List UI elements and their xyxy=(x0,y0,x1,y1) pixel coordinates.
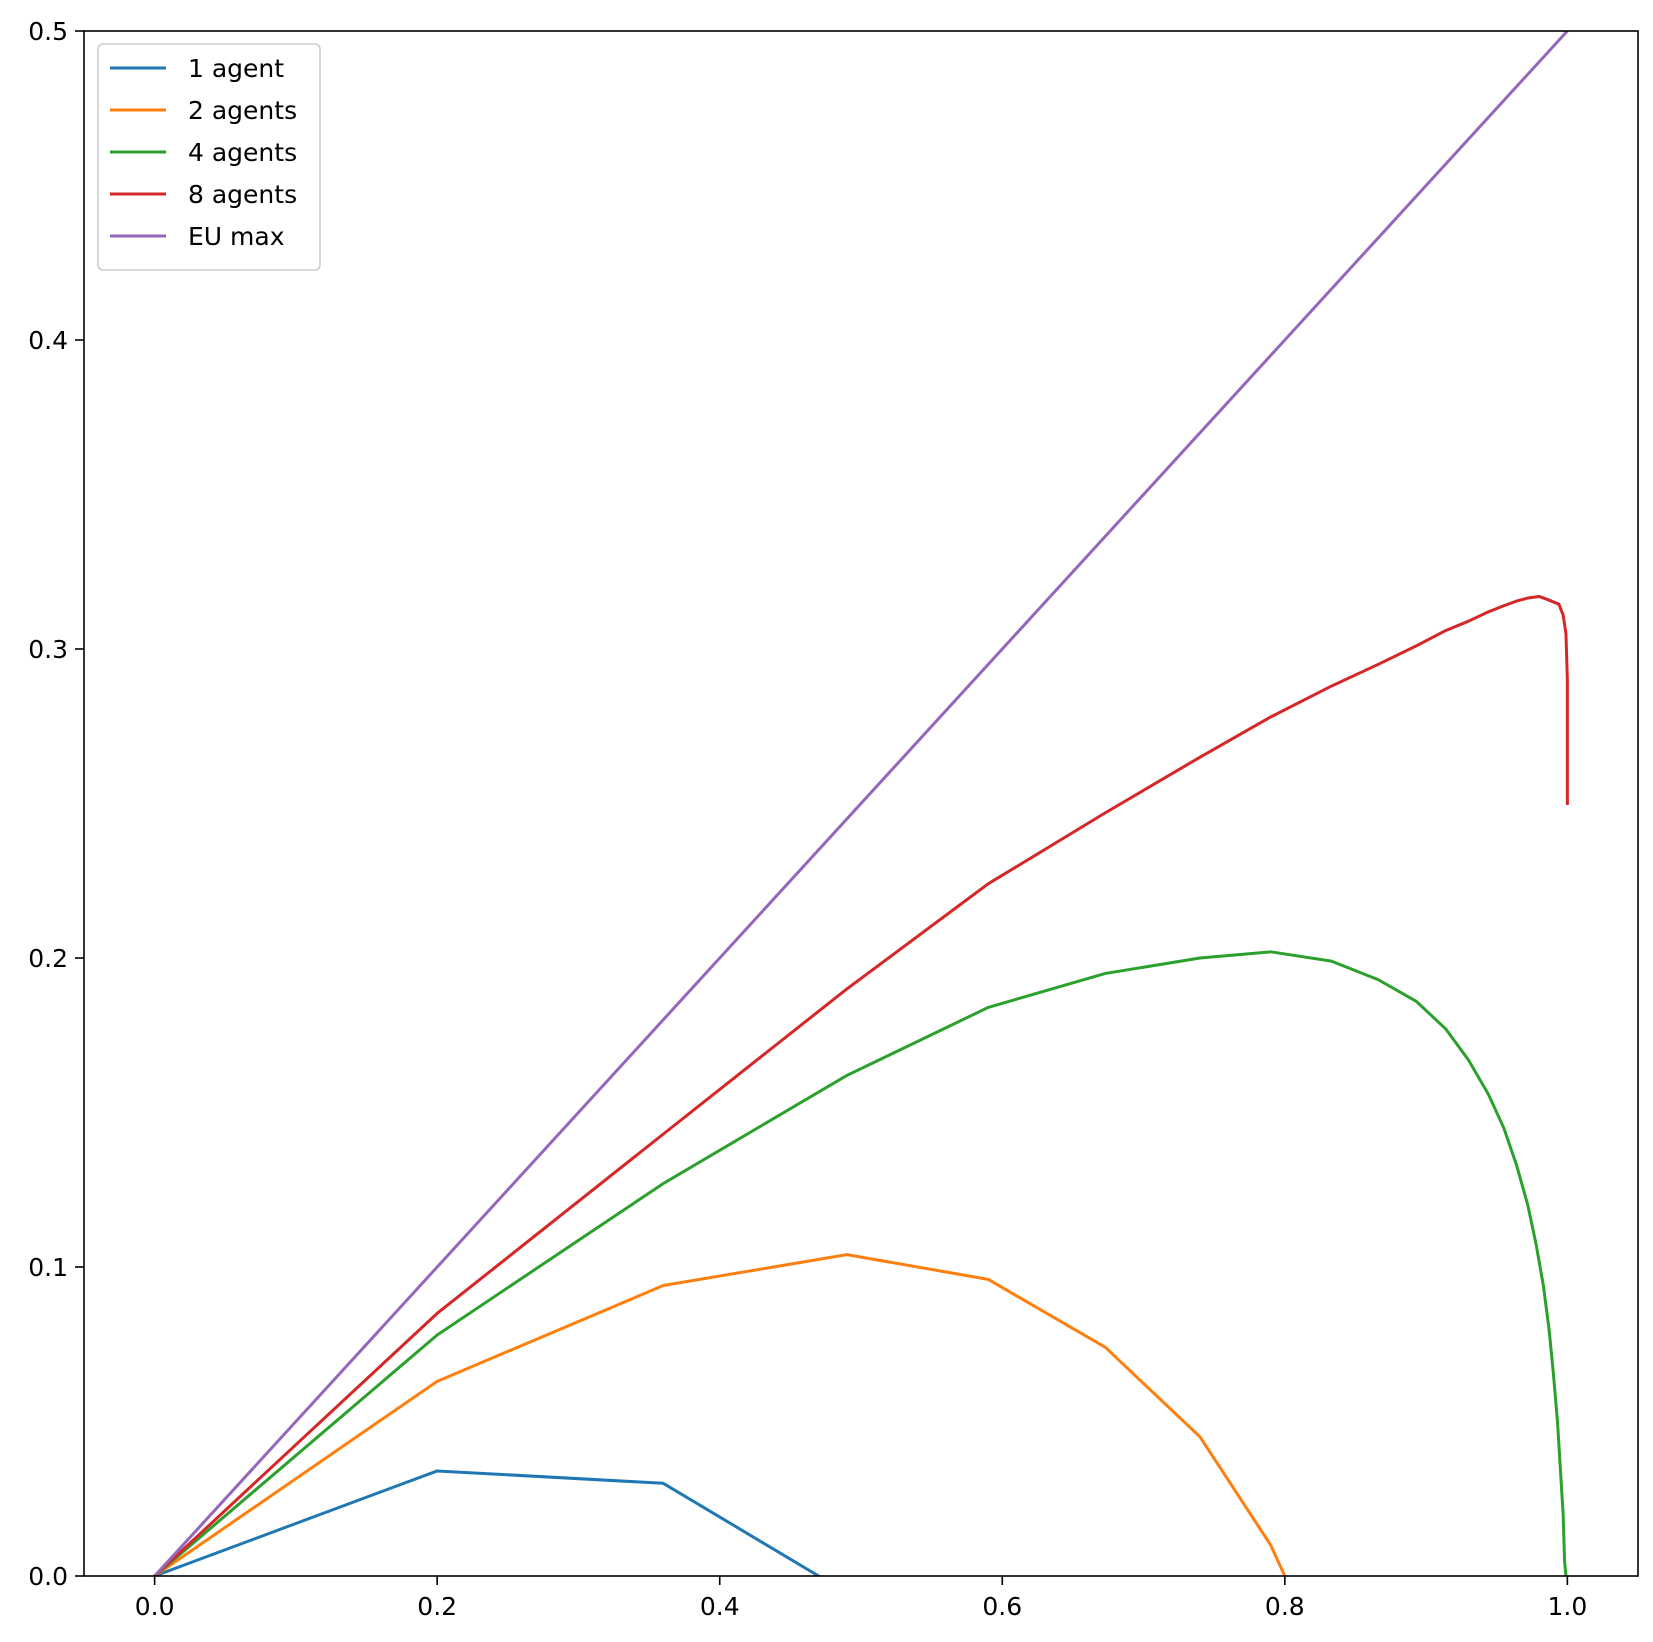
x-tick-label: 0.0 xyxy=(135,1592,175,1621)
legend-label: 4 agents xyxy=(188,138,297,167)
legend: 1 agent 2 agents 4 agents 8 agents EU max xyxy=(97,43,321,271)
x-tick-label: 0.6 xyxy=(982,1592,1022,1621)
x-tick-label: 1.0 xyxy=(1547,1592,1587,1621)
series-line-2-agents xyxy=(152,1253,1287,1576)
y-tick-label: 0.3 xyxy=(28,635,68,664)
axes-frame xyxy=(83,30,1639,1577)
x-tick-label: 0.8 xyxy=(1265,1592,1305,1621)
plot-area xyxy=(152,31,1570,1576)
series-line-4-agents xyxy=(152,950,1568,1576)
y-tick-label: 0.2 xyxy=(28,944,68,973)
legend-label: 8 agents xyxy=(188,180,297,209)
y-tick-label: 0.4 xyxy=(28,326,68,355)
series-line-1-agent xyxy=(152,1469,821,1576)
y-tick-label: 0.5 xyxy=(28,17,68,46)
legend-label: 1 agent xyxy=(188,54,284,83)
legend-label: 2 agents xyxy=(188,96,297,125)
series-line-8-agents xyxy=(152,594,1569,1576)
series-line-eu-max xyxy=(152,31,1570,1576)
legend-label: EU max xyxy=(188,222,285,251)
y-tick-label: 0.0 xyxy=(28,1562,68,1591)
x-tick-label: 0.2 xyxy=(417,1592,457,1621)
x-tick-label: 0.4 xyxy=(700,1592,740,1621)
legend-box xyxy=(97,43,321,271)
axis-ticks: 0.0 0.2 0.4 0.6 0.8 1.0 0.0 0.1 0.2 0.3 0.4 0.5 xyxy=(28,17,1587,1621)
y-tick-label: 0.1 xyxy=(28,1253,68,1282)
